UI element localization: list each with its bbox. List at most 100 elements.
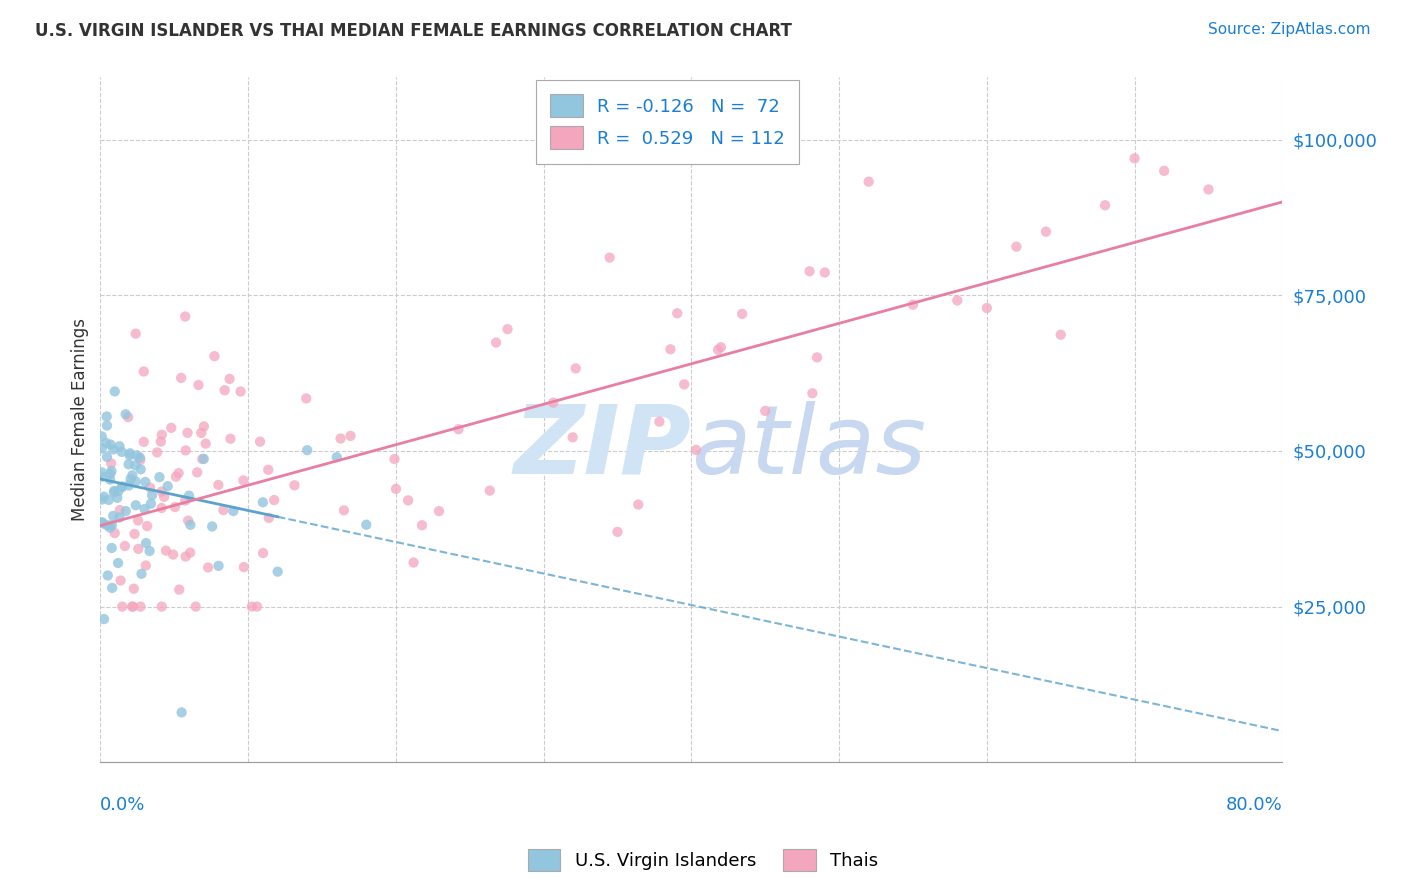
Point	[496, 322, 519, 336]
Point	[976, 301, 998, 315]
Point	[118, 478, 141, 492]
Point	[1198, 182, 1220, 196]
Point	[122, 582, 145, 596]
Point	[156, 479, 179, 493]
Point	[257, 511, 280, 525]
Point	[685, 442, 707, 457]
Point	[356, 517, 378, 532]
Point	[179, 546, 201, 560]
Point	[146, 445, 169, 459]
Point	[103, 483, 125, 498]
Point	[177, 514, 200, 528]
Point	[136, 519, 159, 533]
Point	[232, 474, 254, 488]
Point	[96, 518, 118, 533]
Point	[98, 473, 121, 487]
Point	[124, 326, 146, 341]
Point	[599, 251, 621, 265]
Point	[179, 517, 201, 532]
Point	[108, 510, 131, 524]
Point	[174, 443, 197, 458]
Point	[606, 524, 628, 539]
Point	[114, 539, 136, 553]
Point	[124, 458, 146, 473]
Point	[101, 581, 124, 595]
Point	[150, 500, 173, 515]
Point	[124, 475, 146, 489]
Point	[170, 706, 193, 720]
Point	[204, 349, 226, 363]
Legend: U.S. Virgin Islanders, Thais: U.S. Virgin Islanders, Thais	[520, 842, 886, 879]
Point	[129, 452, 152, 467]
Point	[266, 565, 288, 579]
Point	[111, 480, 134, 494]
Point	[207, 558, 229, 573]
Point	[117, 457, 139, 471]
Point	[100, 541, 122, 555]
Point	[91, 469, 114, 483]
Point	[263, 493, 285, 508]
Point	[120, 472, 142, 486]
Point	[104, 526, 127, 541]
Point	[122, 599, 145, 614]
Point	[659, 343, 682, 357]
Point	[163, 500, 186, 514]
Point	[541, 395, 564, 409]
Point	[90, 466, 112, 480]
Point	[98, 521, 121, 535]
Point	[125, 498, 148, 512]
Point	[110, 574, 132, 588]
Point	[90, 429, 112, 443]
Point	[107, 483, 129, 498]
Point	[754, 404, 776, 418]
Point	[135, 558, 157, 573]
Point	[946, 293, 969, 308]
Text: Source: ZipAtlas.com: Source: ZipAtlas.com	[1208, 22, 1371, 37]
Point	[129, 599, 152, 614]
Point	[295, 392, 318, 406]
Point	[114, 407, 136, 421]
Point	[627, 498, 650, 512]
Point	[96, 418, 118, 433]
Point	[177, 489, 200, 503]
Point	[1153, 164, 1175, 178]
Point	[710, 340, 733, 354]
Point	[111, 445, 134, 459]
Point	[246, 599, 269, 614]
Point	[396, 493, 419, 508]
Point	[96, 436, 118, 450]
Point	[222, 504, 245, 518]
Point	[128, 450, 150, 465]
Point	[90, 515, 112, 529]
Point	[257, 463, 280, 477]
Point	[427, 504, 450, 518]
Point	[127, 541, 149, 556]
Point	[229, 384, 252, 399]
Point	[326, 450, 349, 465]
Point	[96, 409, 118, 424]
Point	[105, 491, 128, 505]
Point	[134, 502, 156, 516]
Point	[103, 442, 125, 457]
Point	[96, 450, 118, 464]
Text: U.S. VIRGIN ISLANDER VS THAI MEDIAN FEMALE EARNINGS CORRELATION CHART: U.S. VIRGIN ISLANDER VS THAI MEDIAN FEMA…	[35, 22, 792, 40]
Point	[91, 516, 114, 531]
Point	[240, 599, 263, 614]
Point	[478, 483, 501, 498]
Point	[806, 351, 828, 365]
Point	[148, 470, 170, 484]
Point	[131, 566, 153, 581]
Point	[1094, 198, 1116, 212]
Point	[249, 434, 271, 449]
Point	[799, 264, 821, 278]
Point	[901, 298, 924, 312]
Point	[107, 556, 129, 570]
Point	[232, 560, 254, 574]
Point	[673, 377, 696, 392]
Point	[339, 429, 361, 443]
Point	[801, 386, 824, 401]
Point	[666, 306, 689, 320]
Point	[283, 478, 305, 492]
Point	[194, 436, 217, 450]
Point	[139, 481, 162, 495]
